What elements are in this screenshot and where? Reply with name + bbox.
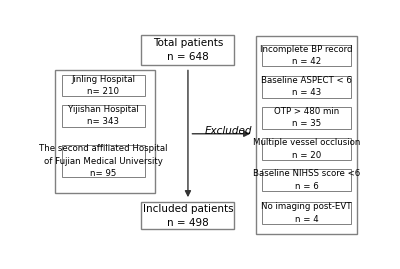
FancyBboxPatch shape bbox=[55, 70, 155, 193]
Text: Yijishan Hospital
n= 343: Yijishan Hospital n= 343 bbox=[68, 105, 139, 126]
Text: No imaging post-EVT
n = 4: No imaging post-EVT n = 4 bbox=[261, 202, 352, 224]
FancyBboxPatch shape bbox=[262, 202, 351, 224]
FancyBboxPatch shape bbox=[62, 145, 144, 177]
FancyBboxPatch shape bbox=[62, 75, 144, 97]
Text: Baseline NIHSS score <6
n = 6: Baseline NIHSS score <6 n = 6 bbox=[253, 169, 360, 191]
FancyBboxPatch shape bbox=[262, 169, 351, 191]
Text: Baseline ASPECT < 6
n = 43: Baseline ASPECT < 6 n = 43 bbox=[261, 76, 352, 97]
FancyBboxPatch shape bbox=[262, 107, 351, 129]
Text: Multiple vessel occlusion
n = 20: Multiple vessel occlusion n = 20 bbox=[253, 138, 360, 160]
FancyBboxPatch shape bbox=[256, 36, 357, 234]
FancyBboxPatch shape bbox=[262, 138, 351, 160]
Text: Incomplete BP record
n = 42: Incomplete BP record n = 42 bbox=[260, 45, 353, 66]
Text: OTP > 480 min
n = 35: OTP > 480 min n = 35 bbox=[274, 107, 339, 129]
FancyBboxPatch shape bbox=[262, 45, 351, 66]
FancyBboxPatch shape bbox=[142, 36, 234, 65]
FancyBboxPatch shape bbox=[142, 202, 234, 229]
FancyBboxPatch shape bbox=[62, 105, 144, 126]
Text: The second affiliated Hospital
of Fujian Medical University
n= 95: The second affiliated Hospital of Fujian… bbox=[39, 144, 168, 178]
Text: Included patients
n = 498: Included patients n = 498 bbox=[143, 204, 233, 228]
Text: Jinling Hospital
n= 210: Jinling Hospital n= 210 bbox=[72, 75, 136, 96]
Text: Total patients
n = 648: Total patients n = 648 bbox=[153, 38, 223, 62]
Text: Excluded: Excluded bbox=[204, 126, 252, 136]
FancyBboxPatch shape bbox=[262, 76, 351, 98]
